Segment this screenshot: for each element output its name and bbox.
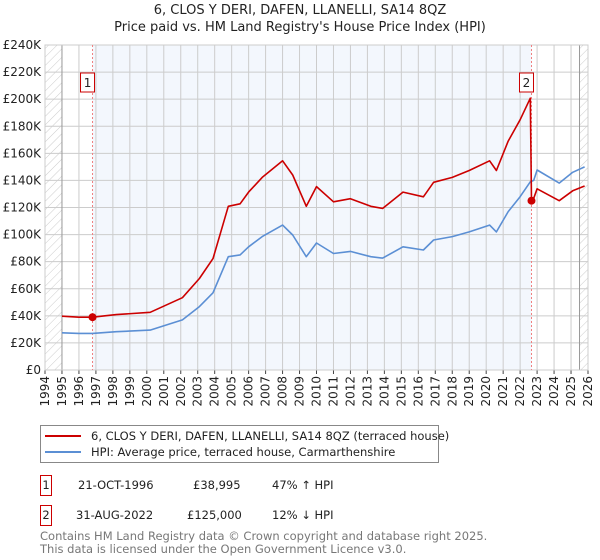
- x-tick-label: 2000: [140, 376, 154, 407]
- sale-badge: 2: [40, 505, 52, 526]
- legend: 6, CLOS Y DERI, DAFEN, LLANELLI, SA14 8Q…: [40, 425, 449, 463]
- legend-label: HPI: Average price, terraced house, Carm…: [91, 445, 396, 459]
- sale-label-box-2: [518, 72, 534, 93]
- footer-line-1: Contains HM Land Registry data © Crown c…: [40, 529, 488, 543]
- sale-point-1: [88, 313, 97, 322]
- x-tick-label: 2024: [547, 376, 561, 407]
- y-tick-label: £120K: [3, 201, 43, 215]
- x-tick-label: 2019: [462, 376, 476, 407]
- y-tick-label: £240K: [3, 38, 43, 52]
- sale-price: £38,995: [193, 478, 241, 492]
- x-tick-label: 2014: [377, 376, 391, 407]
- x-tick-label: 2002: [174, 376, 188, 407]
- footer: Contains HM Land Registry data © Crown c…: [40, 530, 487, 556]
- x-tick-label: 2007: [259, 376, 273, 407]
- x-tick-label: 1994: [38, 376, 52, 407]
- y-tick-label: £180K: [3, 119, 43, 133]
- y-tick-label: £60K: [10, 282, 42, 296]
- x-tick-label: 2004: [208, 376, 222, 407]
- x-tick-label: 2005: [225, 376, 239, 407]
- y-tick-label: £100K: [3, 228, 43, 242]
- sale-label-1: 1: [84, 76, 92, 90]
- plot-border: [44, 44, 589, 371]
- x-tick-label: 2001: [157, 376, 171, 407]
- legend-swatch-blue: [45, 451, 81, 453]
- x-tick-label: 2011: [326, 376, 340, 407]
- y-tick-label: £140K: [3, 173, 43, 187]
- y-tick-label: £80K: [10, 255, 42, 269]
- x-tick-label: 2017: [428, 376, 442, 407]
- x-tick-label: 2020: [479, 376, 493, 407]
- hpi-line: [61, 166, 585, 335]
- x-tick-label: 1995: [55, 376, 69, 407]
- x-tick-label: 2012: [343, 376, 357, 407]
- price-paid-line: [61, 97, 585, 319]
- sale-point-2: [527, 196, 536, 205]
- x-tick-label: 2026: [581, 376, 595, 407]
- x-tick-label: 1998: [106, 376, 120, 407]
- x-tick-label: 2021: [496, 376, 510, 407]
- x-tick-label: 2003: [191, 376, 205, 407]
- x-tick-label: 1997: [89, 376, 103, 407]
- sale-hpi-diff: 47% ↑ HPI: [272, 478, 334, 492]
- footer-line-2: This data is licensed under the Open Gov…: [40, 542, 407, 556]
- y-tick-label: £0: [26, 363, 41, 377]
- sale-date: 31-AUG-2022: [76, 508, 154, 522]
- sale-date: 21-OCT-1996: [78, 478, 154, 492]
- sale-hpi-diff: 12% ↓ HPI: [272, 508, 334, 522]
- x-tick-label: 2006: [242, 376, 256, 407]
- x-tick-label: 2016: [411, 376, 425, 407]
- legend-item-hpi: HPI: Average price, terraced house, Carm…: [45, 445, 395, 459]
- x-tick-label: 2022: [513, 376, 527, 407]
- x-tick-label: 2013: [360, 376, 374, 407]
- x-tick-label: 2010: [310, 376, 324, 407]
- plot-area: £0 £20K £40K £60K £80K £100K £120K £140K £160K £1…: [3, 38, 595, 407]
- x-tick-label: 1996: [72, 376, 86, 407]
- y-tick-label: £220K: [3, 65, 43, 79]
- sale-price: £125,000: [187, 508, 242, 522]
- x-tick-label: 2009: [293, 376, 307, 407]
- y-tick-label: £160K: [3, 146, 43, 160]
- sale-badge: 1: [40, 475, 52, 496]
- x-tick-label: 2023: [530, 376, 544, 407]
- x-tick-label: 2008: [276, 376, 290, 407]
- y-tick-label: £40K: [10, 309, 42, 323]
- x-tick-label: 1999: [123, 376, 137, 407]
- x-tick-label: 2025: [564, 376, 578, 407]
- sale-label-box-1: [80, 72, 96, 93]
- chart-title: 6, CLOS Y DERI, DAFEN, LLANELLI, SA14 8Q…: [153, 3, 447, 18]
- legend-swatch-red: [45, 435, 81, 437]
- legend-label: 6, CLOS Y DERI, DAFEN, LLANELLI, SA14 8Q…: [91, 429, 450, 443]
- y-tick-label: £20K: [10, 336, 42, 350]
- y-tick-label: £200K: [3, 92, 43, 106]
- x-tick-label: 2015: [394, 376, 408, 407]
- x-tick-label: 2018: [445, 376, 459, 407]
- legend-item-property: 6, CLOS Y DERI, DAFEN, LLANELLI, SA14 8Q…: [45, 429, 449, 443]
- sale-label-2: 2: [523, 76, 531, 90]
- chart-subtitle: Price paid vs. HM Land Registry's House …: [114, 20, 486, 35]
